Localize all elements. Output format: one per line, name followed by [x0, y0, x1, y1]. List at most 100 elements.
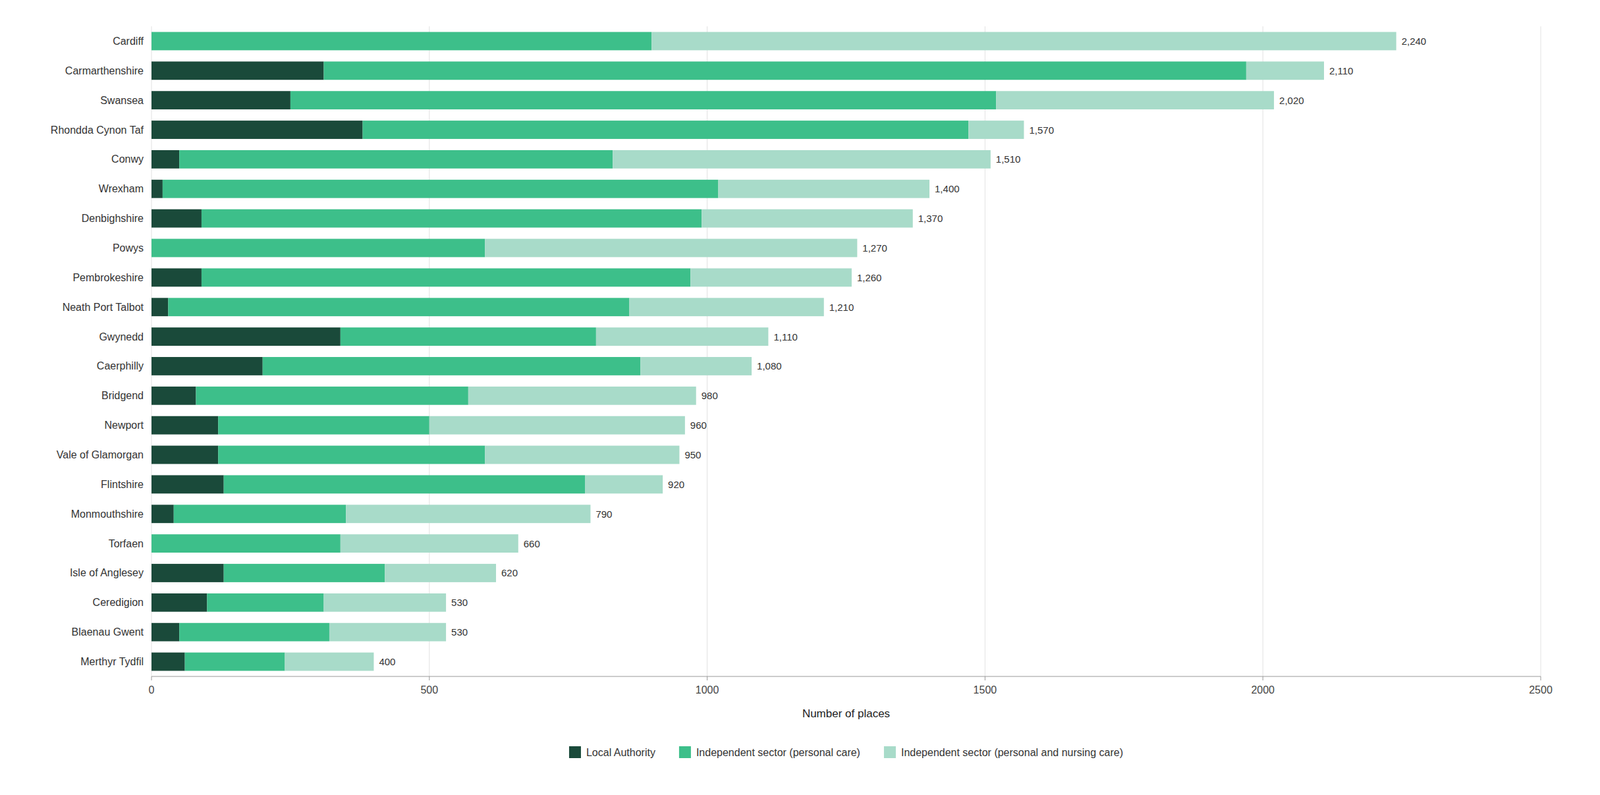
category-label: Denbighshire: [81, 212, 144, 224]
total-label: 1,270: [862, 242, 888, 254]
bar-segment: [185, 652, 286, 672]
bar-segment: [429, 416, 686, 435]
total-label: 660: [523, 538, 541, 550]
bar-segment: [690, 268, 852, 287]
tick-mark: [706, 676, 708, 681]
series: [284, 32, 1396, 672]
bar-segment: [218, 416, 430, 435]
bar-segment: [201, 209, 702, 228]
bar-segment: [284, 652, 374, 672]
bar-segment: [151, 209, 202, 228]
total-label: 960: [690, 419, 707, 431]
legend-swatch: [679, 746, 691, 759]
bar-segment: [151, 297, 168, 317]
total-label: 1,080: [756, 360, 782, 372]
bar-segment: [262, 357, 641, 376]
category-label: Caerphilly: [96, 360, 144, 372]
category-label: Neath Port Talbot: [62, 301, 145, 313]
bar-segment: [324, 593, 447, 612]
bar-segment: [324, 61, 1247, 80]
grid-line: [1262, 26, 1264, 677]
category-label: Carmarthenshire: [65, 65, 144, 77]
total-label: 920: [667, 478, 685, 491]
y-axis: CardiffCarmarthenshireSwanseaRhondda Cyn…: [50, 35, 145, 668]
bar-segment: [384, 563, 497, 583]
category-label: Merthyr Tydfil: [80, 656, 144, 668]
bar-segment: [167, 297, 630, 317]
series: [151, 32, 1247, 672]
bar-segment: [629, 297, 824, 317]
bar-segment: [362, 120, 969, 139]
bar-segment: [151, 445, 219, 465]
total-label: 2,020: [1279, 94, 1305, 107]
grid: [151, 26, 1541, 677]
category-label: Wrexham: [98, 183, 144, 195]
x-axis-label: Number of places: [802, 707, 890, 720]
bar-segment: [584, 474, 663, 494]
bar-segment: [151, 90, 291, 110]
tick-label: 2000: [1250, 684, 1275, 696]
bar-segment: [701, 209, 913, 228]
legend-item: Local Authority: [569, 746, 656, 759]
bar-segment: [151, 623, 180, 642]
bar-segment: [151, 357, 263, 376]
total-label: 950: [684, 449, 701, 461]
grid-line: [1540, 26, 1542, 677]
chart: 05001000150020002500Number of placesCard…: [0, 0, 1600, 795]
total-label: 980: [701, 389, 718, 402]
tick-mark: [428, 676, 430, 681]
bar-segment: [717, 179, 930, 199]
total-label: 1,510: [995, 153, 1021, 165]
category-label: Bridgend: [101, 389, 144, 402]
legend-item: Independent sector (personal care): [679, 746, 861, 759]
bar-segment: [340, 534, 519, 553]
category-label: Monmouthshire: [71, 508, 144, 520]
bar-segment: [484, 445, 680, 465]
bar-segment: [1246, 61, 1325, 80]
bar-segment: [484, 239, 857, 258]
bar-segment: [596, 327, 769, 346]
category-label: Flintshire: [100, 478, 144, 491]
bar-segment: [151, 386, 196, 406]
total-label: 2,110: [1329, 65, 1353, 77]
bar-segment: [206, 593, 324, 612]
legend-swatch: [883, 746, 896, 759]
total-label: 1,210: [829, 301, 855, 313]
total-label: 620: [501, 567, 518, 579]
legend: Local Authority Independent sector (perso…: [569, 746, 1124, 759]
bar-segment: [968, 120, 1024, 139]
category-label: Swansea: [100, 94, 144, 107]
tick-label: 2500: [1528, 684, 1553, 696]
tick-label: 500: [420, 684, 439, 696]
bars: [151, 32, 1397, 672]
bar-segment: [179, 623, 330, 642]
bar-segment: [173, 504, 347, 524]
total-label: 1,570: [1028, 124, 1054, 136]
tick-label: 1000: [695, 684, 720, 696]
category-label: Blaenau Gwent: [71, 626, 145, 638]
legend-label: Independent sector (personal care): [696, 746, 861, 759]
bar-segment: [340, 327, 597, 346]
bar-segment: [179, 150, 613, 169]
bar-segment: [651, 32, 1396, 51]
x-axis: 05001000150020002500: [148, 676, 1553, 696]
category-label: Pembrokeshire: [72, 272, 144, 284]
bar-segment: [468, 386, 697, 406]
category-label: Powys: [112, 242, 144, 254]
tick-mark: [1262, 676, 1264, 681]
total-label: 1,260: [856, 272, 883, 284]
bar-segment: [151, 327, 341, 346]
total-label: 2,240: [1401, 35, 1427, 47]
bar-segment: [151, 268, 202, 287]
tick-label: 1500: [973, 684, 998, 696]
category-label: Conwy: [111, 153, 144, 165]
category-label: Gwynedd: [98, 331, 144, 343]
total-label: 530: [451, 596, 468, 608]
bar-segment: [290, 90, 996, 110]
category-label: Rhondda Cynon Taf: [50, 124, 145, 136]
legend-label: Independent sector (personal and nursing…: [901, 746, 1124, 759]
bar-segment: [151, 61, 325, 80]
category-label: Ceredigion: [92, 596, 144, 608]
total-label: 1,370: [918, 212, 944, 224]
bar-segment: [151, 179, 163, 199]
